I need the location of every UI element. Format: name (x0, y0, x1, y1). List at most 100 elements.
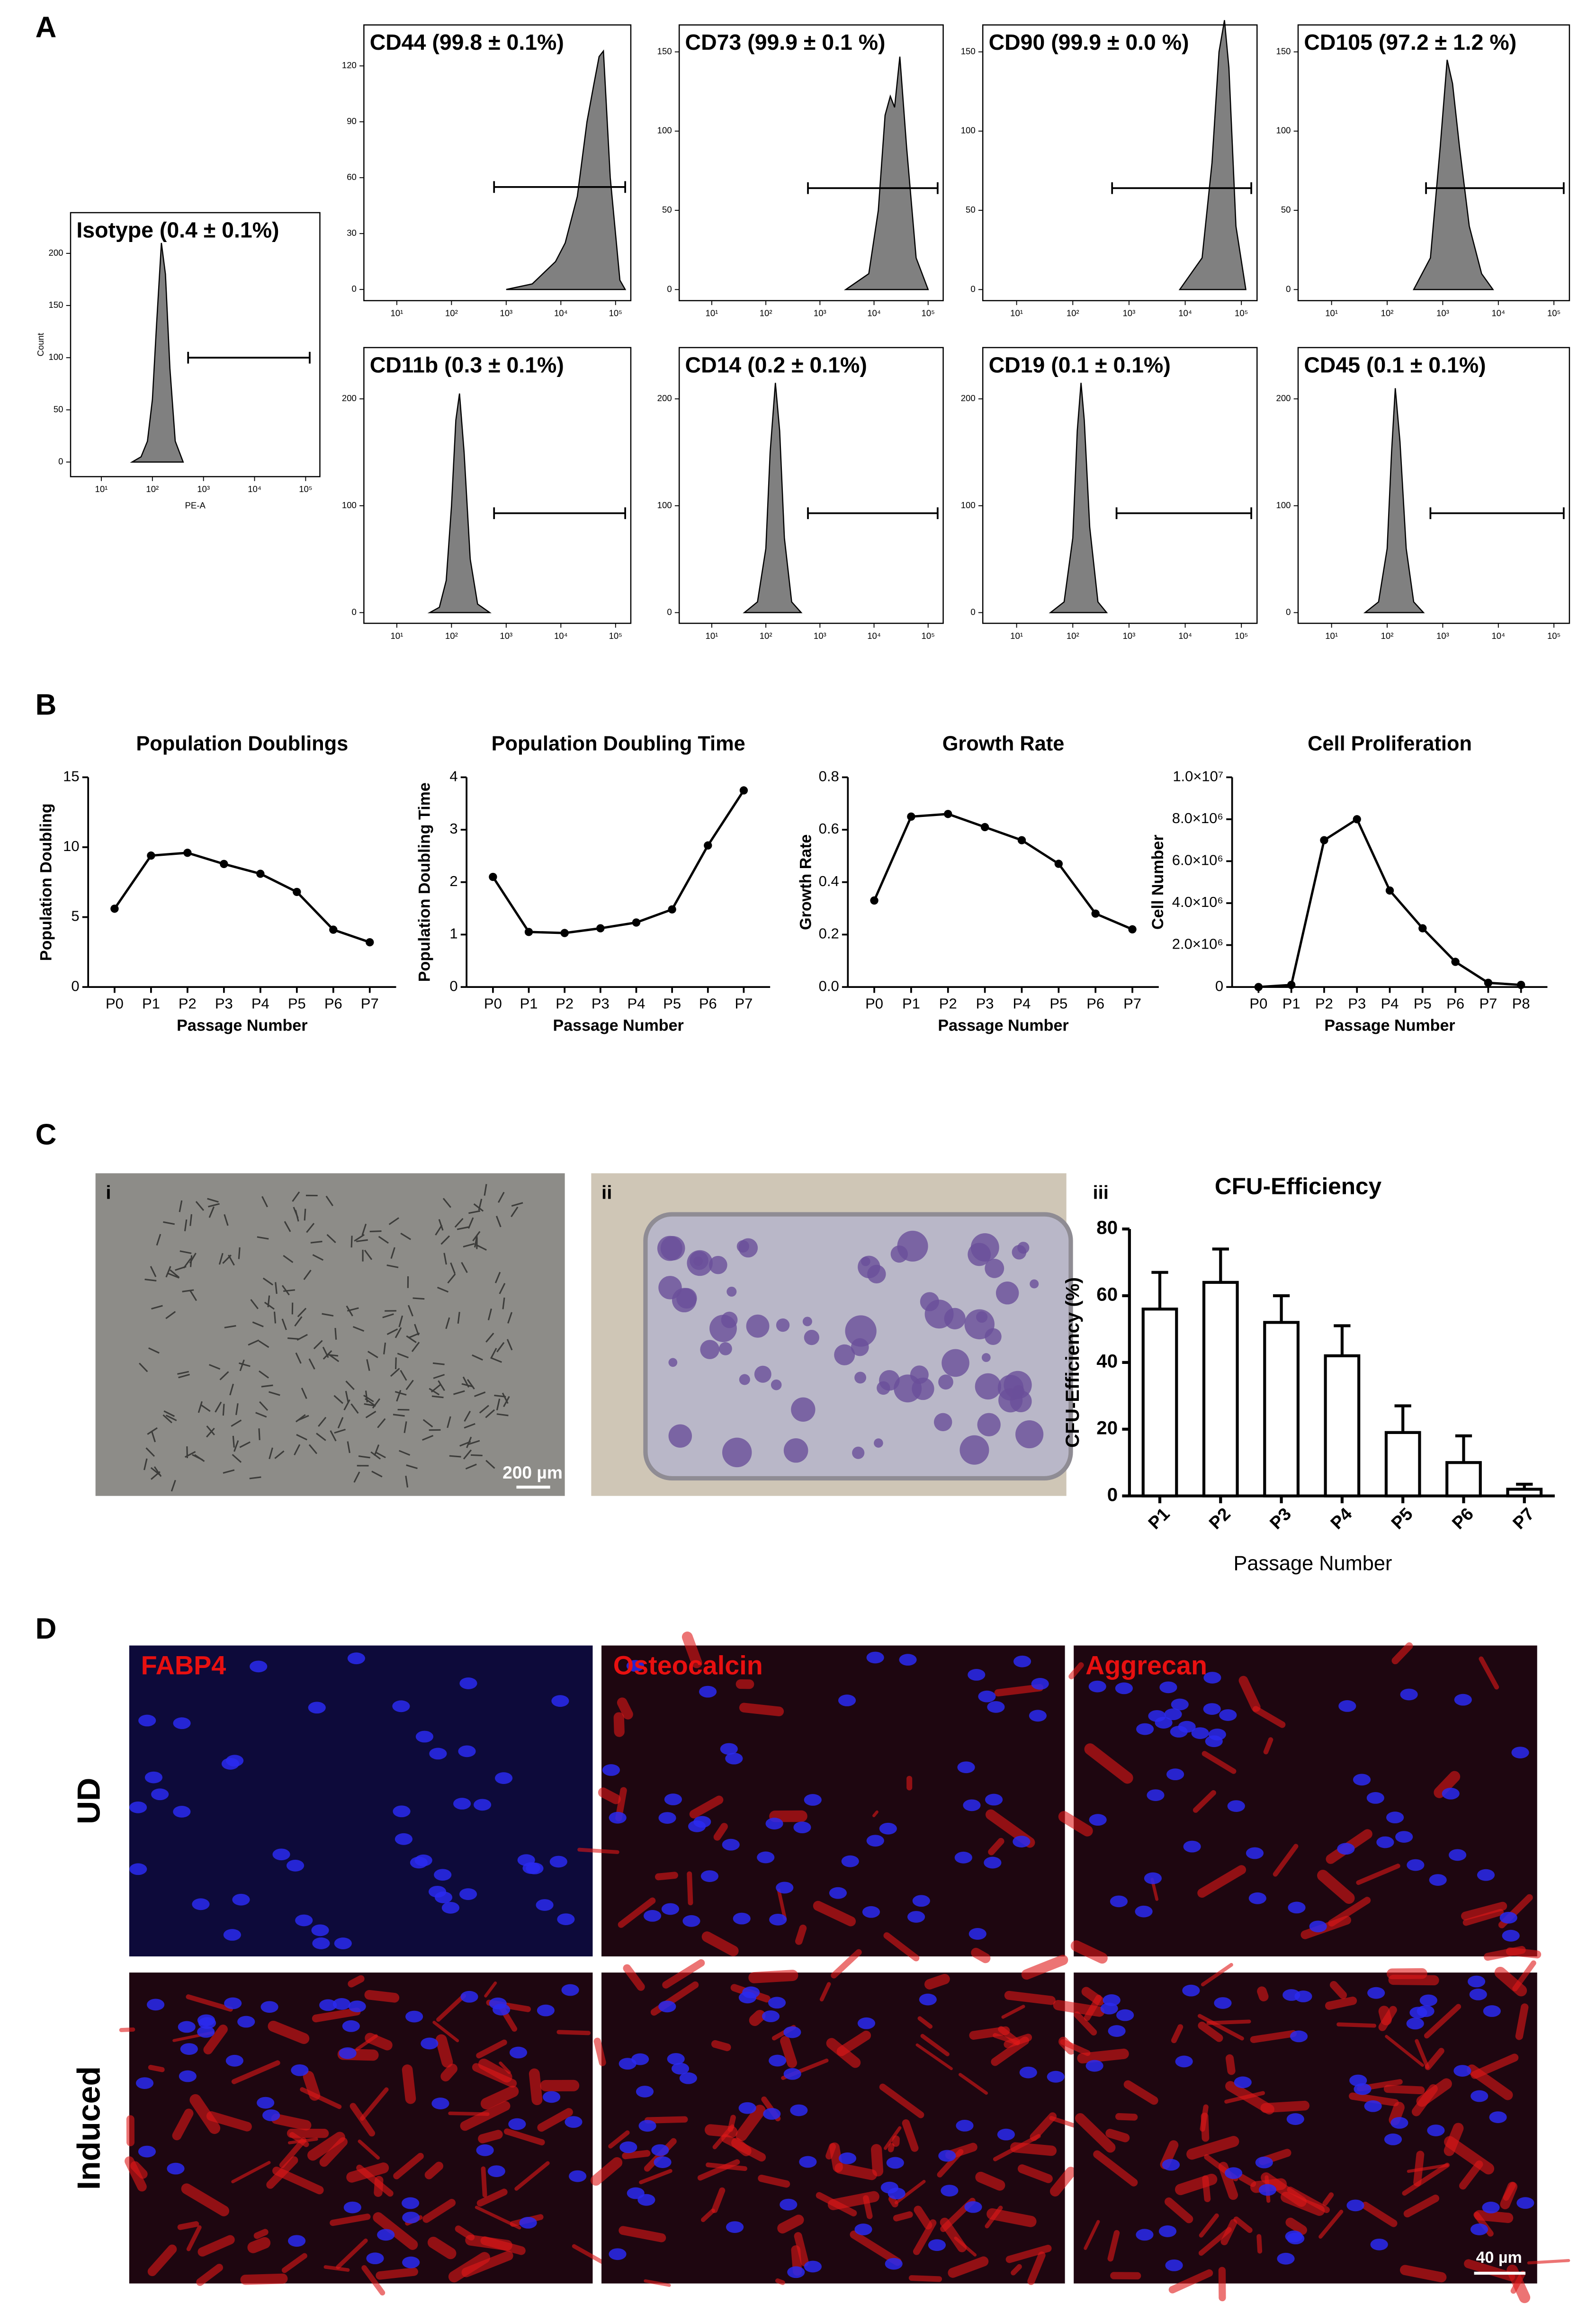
nucleus (1108, 2025, 1126, 2037)
point (1517, 981, 1525, 989)
red-stain (1201, 1963, 1233, 1987)
nucleus (1449, 1849, 1467, 1861)
nucleus (984, 1856, 1002, 1869)
row-label: Induced (71, 2066, 107, 2190)
cell (281, 1285, 290, 1296)
red-stain (971, 1947, 991, 1963)
cell (269, 1447, 273, 1460)
red-stain (1225, 2054, 1236, 2075)
micrograph (601, 1972, 1065, 2284)
x-tick-label: 10² (146, 484, 159, 494)
point (489, 872, 497, 881)
cell (151, 1430, 156, 1443)
nucleus (192, 1898, 210, 1910)
red-stain (172, 2108, 194, 2141)
nucleus (1453, 2065, 1471, 2077)
nucleus (1499, 1911, 1517, 1924)
nucleus (1346, 2199, 1364, 2212)
red-stain (920, 2034, 950, 2056)
cell (364, 1403, 376, 1407)
red-stain (711, 2040, 731, 2052)
cell (472, 1354, 483, 1361)
nucleus (978, 1690, 996, 1703)
nucleus (308, 1702, 326, 1714)
x-tick-label: 10³ (197, 484, 210, 494)
photo-label: i (106, 1182, 111, 1203)
cell (411, 1342, 420, 1352)
nucleus (197, 2014, 215, 2026)
y-tick-label: 6.0×10⁶ (1172, 852, 1223, 869)
plot-frame (363, 24, 632, 302)
cell (257, 1236, 269, 1240)
nucleus (787, 2266, 805, 2278)
colony (1017, 1242, 1030, 1254)
cell (450, 1262, 456, 1274)
cell (422, 1419, 433, 1428)
chart-title: Isotype (0.4 ± 0.1%) (76, 218, 279, 242)
cell (490, 1357, 502, 1363)
red-stain (780, 2036, 797, 2068)
red-stain (618, 1897, 656, 1928)
nucleus (919, 1993, 937, 2006)
nucleus (1205, 1735, 1223, 1748)
cell (400, 1232, 412, 1240)
cell (485, 1332, 494, 1343)
red-stain (871, 2144, 884, 2177)
colony (933, 1413, 952, 1432)
x-tick-label: 10⁴ (1491, 631, 1505, 641)
red-stain (461, 2250, 513, 2277)
nucleus (173, 1806, 191, 1818)
nucleus (542, 2091, 561, 2103)
red-stain (777, 2214, 804, 2234)
nucleus (250, 1660, 268, 1673)
cell (364, 1249, 373, 1260)
cell (183, 1258, 191, 1269)
nucleus (963, 1799, 981, 1811)
cell (345, 1390, 349, 1403)
point (147, 851, 155, 860)
nucleus (886, 2157, 904, 2169)
y-tick-label: 1.0×10⁷ (1173, 768, 1223, 784)
nucleus (1047, 2071, 1065, 2083)
x-axis-label: Passage Number (177, 1017, 307, 1035)
red-stain (231, 2161, 271, 2184)
x-tick-label: P7 (361, 995, 379, 1012)
nucleus (1309, 1920, 1327, 1933)
colony (776, 1318, 790, 1332)
nucleus (519, 2216, 537, 2229)
red-stain (484, 1981, 497, 1998)
stain-label: Aggrecan (1085, 1651, 1207, 1680)
cell (449, 1455, 461, 1458)
y-tick-label: 0.4 (819, 873, 839, 889)
cell (232, 1454, 242, 1463)
red-stain (834, 2163, 877, 2180)
red-stain (289, 2132, 309, 2147)
cell (200, 1404, 211, 1412)
cell (395, 1391, 407, 1396)
red-stain (894, 2179, 926, 2205)
nucleus (799, 2156, 817, 2168)
nucleus (458, 1745, 476, 1757)
red-stain (1257, 1986, 1269, 2001)
nucleus (410, 1856, 428, 1869)
point (1451, 958, 1460, 966)
red-stain (374, 2176, 384, 2197)
histogram (506, 49, 627, 290)
y-tick-label: 200 (657, 393, 672, 403)
y-tick-label: 0 (1215, 977, 1223, 994)
chart-title: CD105 (97.2 ± 1.2 %) (1304, 30, 1516, 54)
red-stain (988, 1838, 1004, 1856)
nucleus (129, 1801, 147, 1813)
red-stain (336, 2238, 368, 2269)
point (110, 905, 119, 913)
cell (294, 1316, 303, 1327)
cell (365, 1410, 377, 1418)
red-stain (476, 2039, 507, 2059)
red-stain (831, 1949, 862, 1979)
red-stain (697, 2159, 740, 2181)
nucleus (667, 2053, 685, 2065)
red-stain (1403, 2195, 1440, 2218)
cell (162, 1414, 172, 1424)
y-tick-label: 50 (54, 404, 63, 414)
nucleus (964, 2201, 982, 2213)
